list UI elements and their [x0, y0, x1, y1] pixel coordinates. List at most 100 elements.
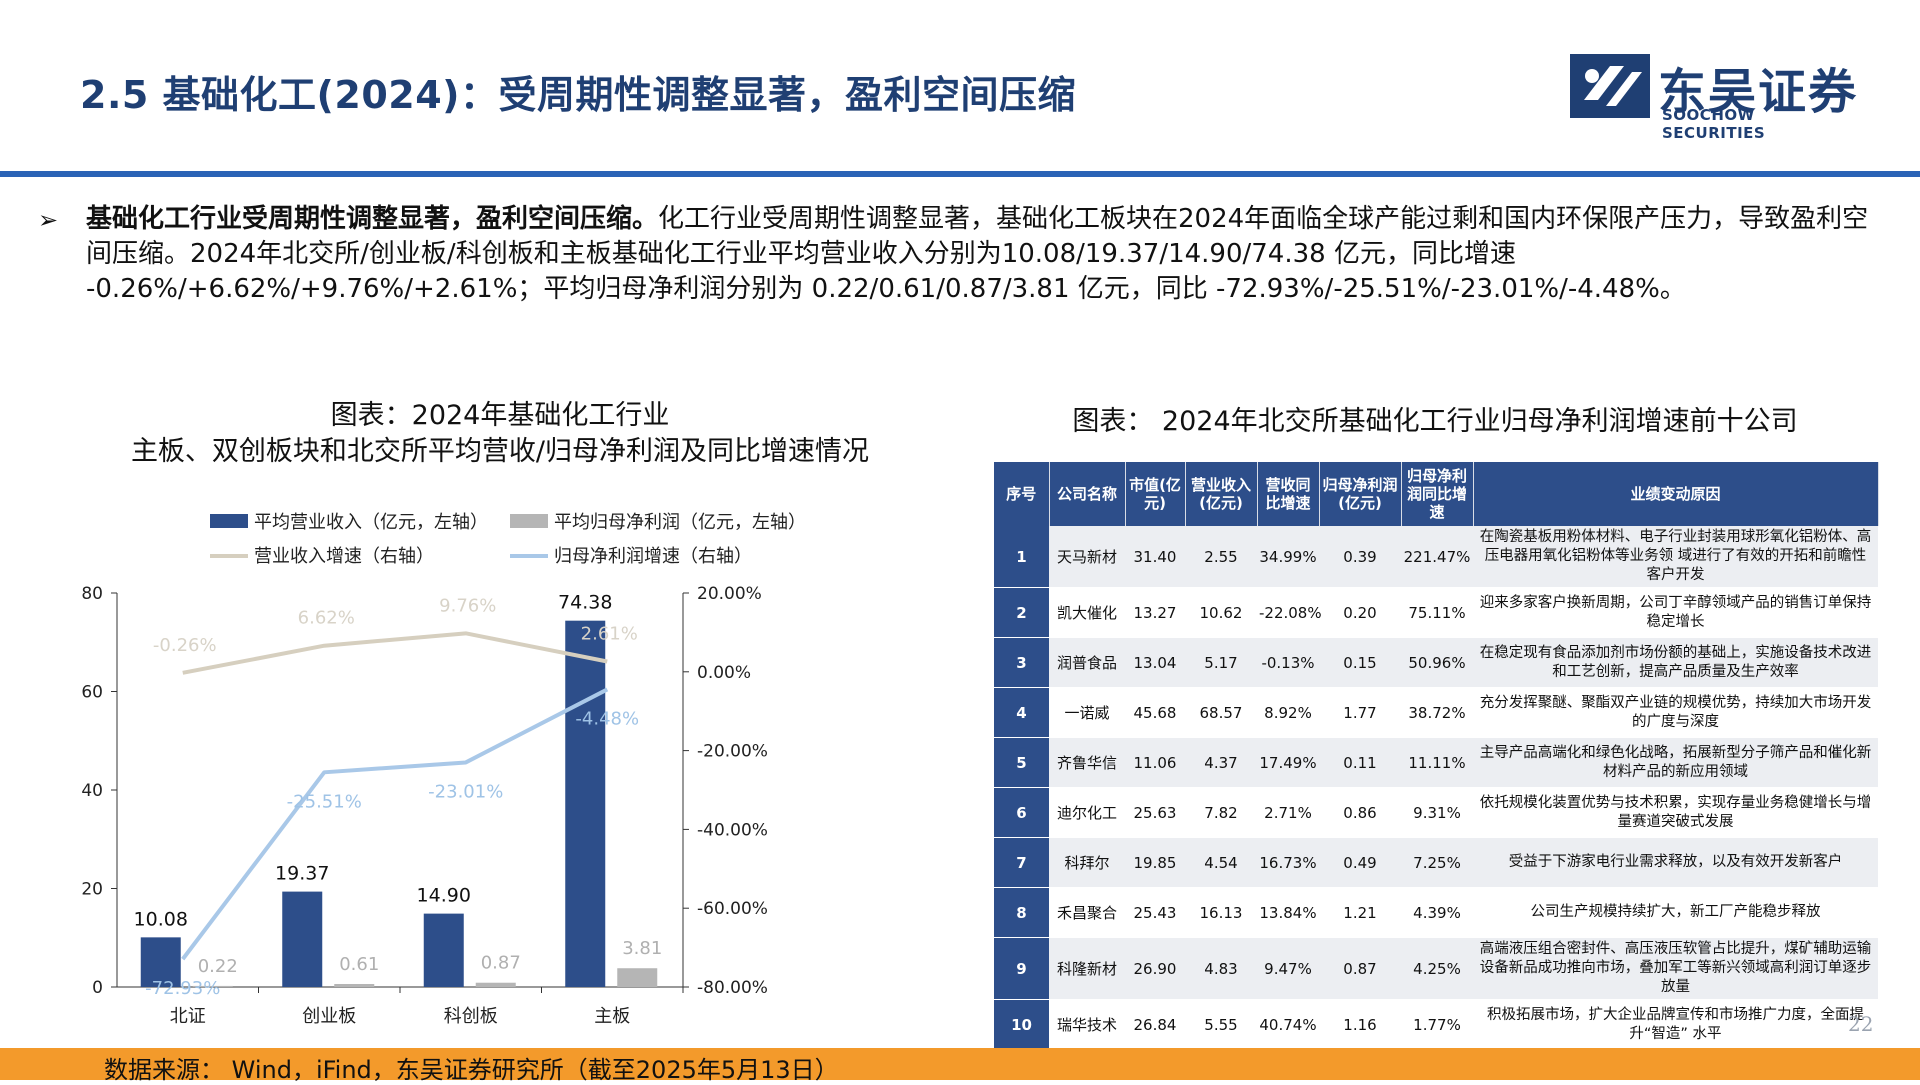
- table-cell: 2.55: [1185, 526, 1257, 588]
- table-header-cell: 营业收入(亿元): [1185, 462, 1258, 526]
- table-header-cell: 公司名称: [1049, 462, 1126, 526]
- table-cell: 天马新材: [1049, 526, 1125, 588]
- profit-growth-data-label: -25.51%: [287, 791, 362, 812]
- table-cell: 34.99%: [1257, 526, 1319, 588]
- top-ten-table: 序号 公司名称 市值(亿元) 营业收入(亿元) 营收同比增速 归母净利润(亿元) 归母净利润…: [994, 462, 1879, 1050]
- table-cell: 1.77%: [1401, 999, 1473, 1050]
- reason-cell: 受益于下游家电行业需求释放，以及有效开发新客户: [1473, 837, 1878, 888]
- table-cell: 科隆新材: [1049, 937, 1125, 1000]
- table-row: 9 科隆新材 26.90 4.83 9.47% 0.87 4.25% 高端液压组合密封件、高压…: [994, 937, 1878, 1000]
- table-cell: 50.96%: [1401, 637, 1473, 688]
- table-cell: 5.55: [1185, 999, 1257, 1050]
- logo-english-name: SOOCHOW SECURITIES: [1662, 106, 1766, 142]
- table-row: 10 瑞华技术 26.84 5.55 40.74% 1.16 1.77% 积极拓展市场，扩大企…: [994, 999, 1878, 1050]
- summary-paragraph: 基础化工行业受周期性调整显著，盈利空间压缩。化工行业受周期性调整显著，基础化工板…: [86, 202, 1886, 307]
- summary-bold-lead: 基础化工行业受周期性调整显著，盈利空间压缩。: [86, 204, 659, 234]
- table-cell: 25.63: [1125, 787, 1185, 838]
- reason-cell: 主导产品高端化和绿色化战略，拓展新型分子筛产品和催化新材料产品的新应用领域: [1473, 737, 1878, 788]
- table-cell: 11.06: [1125, 737, 1185, 788]
- legend-label: 归母净利润增速（右轴）: [554, 546, 752, 567]
- table-header-cell: 营收同比增速: [1257, 462, 1320, 526]
- right-axis-tick-label: -60.00%: [697, 899, 768, 919]
- table-row: 1 天马新材 31.40 2.55 34.99% 0.39 221.47% 在陶瓷基板用粉体材…: [994, 526, 1878, 588]
- summary-text: 化工行业受周期性调整显著，基础化工板块在2024年面临全球产能过剩和国内环保限产…: [86, 204, 1869, 304]
- table-cell: -22.08%: [1257, 587, 1322, 638]
- x-axis-category-label: 北证: [170, 1006, 206, 1027]
- table-cell: 19.85: [1125, 837, 1185, 888]
- table-row: 4 一诺威 45.68 68.57 8.92% 1.77 38.72% 充分发挥聚醚、聚酯双产…: [994, 687, 1878, 738]
- table-cell: 10: [994, 999, 1049, 1050]
- table-cell: 凯大催化: [1049, 587, 1125, 638]
- reason-cell: 充分发挥聚醚、聚酯双产业链的规模优势，持续加大市场开发的广度与深度: [1473, 687, 1878, 738]
- table-cell: 9.47%: [1257, 937, 1319, 1000]
- table-cell: 迪尔化工: [1049, 787, 1125, 838]
- left-chart-title: 图表：2024年基础化工行业 主板、双创板块和北交所平均营收/归母净利润及同比增…: [90, 398, 910, 470]
- table-row: 5 齐鲁华信 11.06 4.37 17.49% 0.11 11.11% 主导产品高端化和绿色…: [994, 737, 1878, 788]
- header-divider: [0, 171, 1920, 177]
- reason-cell: 迎来多家客户换新周期，公司丁辛醇领域产品的销售订单保持稳定增长: [1473, 587, 1878, 638]
- table-cell: 221.47%: [1401, 526, 1473, 588]
- table-row: 7 科拜尔 19.85 4.54 16.73% 0.49 7.25% 受益于下游家电行业需求释…: [994, 837, 1878, 888]
- legend-label: 平均营业收入（亿元，左轴）: [254, 512, 488, 533]
- table-cell: 16.73%: [1257, 837, 1319, 888]
- table-cell: 4.37: [1185, 737, 1257, 788]
- table-cell: 4.54: [1185, 837, 1257, 888]
- table-cell: 2: [994, 587, 1049, 638]
- reason-cell: 积极拓展市场，扩大企业品牌宣传和市场推广力度，全面提升“智造” 水平: [1473, 999, 1878, 1050]
- table-header-cell: 市值(亿元): [1125, 462, 1186, 526]
- net-profit-data-label: 0.87: [481, 953, 521, 974]
- profit-growth-data-label: -72.93%: [145, 978, 220, 999]
- table-cell: 6: [994, 787, 1049, 838]
- table-cell: 45.68: [1125, 687, 1185, 738]
- table-cell: 13.84%: [1257, 887, 1319, 938]
- revenue-growth-data-label: 9.76%: [439, 595, 496, 616]
- revenue-bar: [282, 891, 323, 987]
- right-axis-tick-label: -20.00%: [697, 742, 768, 762]
- revenue-bar: [565, 620, 606, 987]
- page-title: 2.5 基础化工(2024)：受周期性调整显著，盈利空间压缩: [80, 73, 1077, 117]
- table-cell: 润普食品: [1049, 637, 1125, 688]
- table-row: 6 迪尔化工 25.63 7.82 2.71% 0.86 9.31% 依托规模化装置优势与技术…: [994, 787, 1878, 838]
- table-cell: 禾昌聚合: [1049, 887, 1125, 938]
- table-cell: 0.86: [1319, 787, 1401, 838]
- table-cell: 31.40: [1125, 526, 1185, 588]
- table-cell: 40.74%: [1257, 999, 1319, 1050]
- profit-growth-data-label: -23.01%: [428, 781, 503, 802]
- revenue-data-label: 14.90: [417, 885, 471, 907]
- table-cell: 11.11%: [1401, 737, 1473, 788]
- data-source-note: 数据来源： Wind，iFind，东吴证券研究所（截至2025年5月13日）: [104, 1056, 839, 1084]
- profit-growth-data-label: -4.48%: [575, 708, 639, 729]
- table-header-cell: 序号: [994, 462, 1050, 526]
- net-profit-data-label: 0.22: [198, 956, 238, 977]
- reason-cell: 依托规模化装置优势与技术积累，实现存量业务稳健增长与增量赛道突破式发展: [1473, 787, 1878, 838]
- net-profit-bar: [334, 983, 375, 987]
- net-profit-bar: [475, 982, 516, 987]
- table-cell: 5: [994, 737, 1049, 788]
- table-cell: 0.87: [1319, 937, 1401, 1000]
- table-cell: 4: [994, 687, 1049, 738]
- x-axis-category-label: 科创板: [444, 1006, 498, 1027]
- soochow-logo-icon: [1570, 54, 1650, 118]
- revenue-growth-data-label: 6.62%: [298, 608, 355, 629]
- x-axis-category-label: 创业板: [302, 1006, 356, 1027]
- revenue-growth-line: [182, 631, 608, 675]
- table-cell: 68.57: [1185, 687, 1257, 738]
- footer-bar: 数据来源： Wind，iFind，东吴证券研究所（截至2025年5月13日）: [0, 1048, 1920, 1084]
- table-cell: 3: [994, 637, 1049, 688]
- table-cell: 0.15: [1319, 637, 1401, 688]
- table-cell: 7.82: [1185, 787, 1257, 838]
- left-chart-title-line2: 主板、双创板块和北交所平均营收/归母净利润及同比增速情况: [130, 436, 870, 467]
- legend-label: 营业收入增速（右轴）: [254, 546, 434, 567]
- table-header-cell: 业绩变动原因: [1473, 462, 1879, 526]
- right-axis-tick-label: 0.00%: [697, 663, 751, 683]
- left-axis-tick-label: 40: [81, 781, 103, 801]
- table-cell: 13.04: [1125, 637, 1185, 688]
- table-cell: 26.84: [1125, 999, 1185, 1050]
- right-axis-tick-label: 20.00%: [697, 584, 762, 604]
- table-cell: 5.17: [1185, 637, 1257, 688]
- net-profit-data-label: 0.61: [339, 954, 379, 975]
- left-axis-tick-label: 0: [92, 978, 103, 998]
- left-axis-tick-label: 80: [81, 584, 103, 604]
- legend-swatch: [210, 514, 248, 528]
- table-cell: 10.62: [1185, 587, 1257, 638]
